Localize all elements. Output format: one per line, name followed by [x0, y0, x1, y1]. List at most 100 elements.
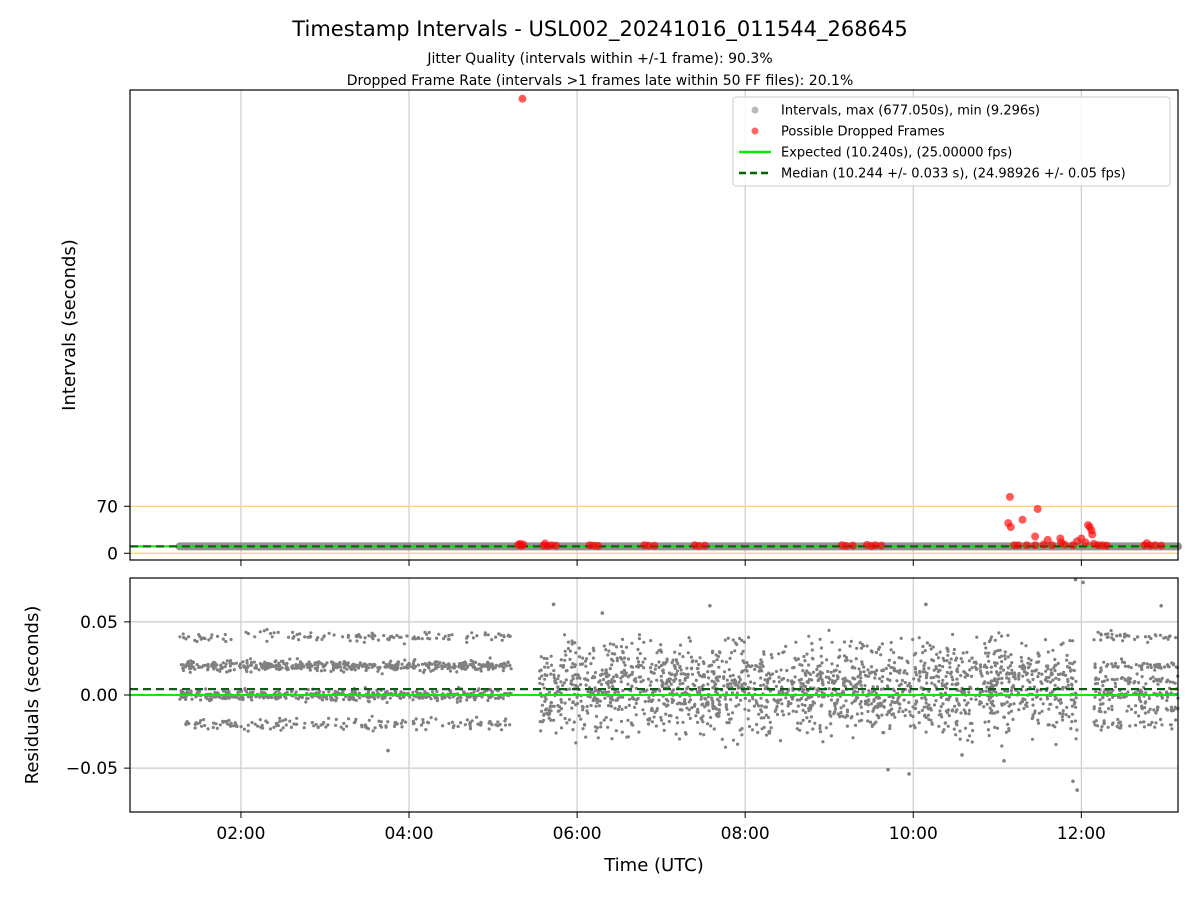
residual-point: [471, 665, 475, 669]
residual-point: [835, 700, 839, 704]
residual-point: [181, 632, 185, 636]
residual-point: [398, 696, 402, 700]
residual-point: [952, 647, 957, 652]
residual-outlier-point: [1002, 759, 1006, 763]
residual-point: [662, 728, 666, 733]
residual-point: [568, 657, 572, 662]
residual-point: [736, 742, 740, 746]
residual-point: [763, 678, 767, 682]
residual-point: [613, 689, 618, 694]
residual-point: [424, 695, 428, 700]
residual-point: [181, 666, 185, 670]
residual-point: [805, 731, 809, 735]
residual-point: [1061, 712, 1065, 716]
residual-point: [1098, 698, 1102, 702]
residual-point: [827, 687, 831, 691]
residual-point: [1100, 725, 1104, 729]
residual-point: [794, 640, 798, 644]
residual-point: [1142, 720, 1146, 724]
residual-point: [604, 715, 608, 720]
residual-point: [740, 638, 744, 643]
residual-point: [629, 721, 634, 725]
residual-point: [1098, 706, 1102, 711]
residual-point: [723, 745, 728, 749]
residual-point: [747, 724, 752, 729]
residual-point: [810, 656, 815, 660]
residual-point: [284, 723, 288, 727]
residual-point: [236, 691, 240, 695]
residual-point: [908, 710, 912, 714]
residual-point: [1102, 719, 1106, 723]
residual-point: [465, 665, 469, 670]
residual-point: [222, 689, 226, 693]
residual-point: [745, 661, 749, 665]
residual-point: [1035, 688, 1039, 692]
residual-point: [376, 666, 380, 670]
residual-point: [301, 664, 305, 668]
residual-point: [626, 718, 630, 723]
residual-point: [661, 671, 666, 675]
residuals-xtick-label: 06:00: [553, 824, 602, 844]
residual-point: [680, 708, 684, 712]
residual-point: [984, 651, 988, 655]
residual-point: [737, 680, 741, 684]
residual-point: [487, 721, 491, 725]
residual-point: [917, 636, 921, 640]
residual-point: [839, 706, 843, 710]
residual-point: [777, 680, 781, 684]
dropped-frame-point: [594, 541, 603, 550]
residual-point: [552, 704, 556, 708]
residual-point: [470, 631, 474, 635]
residual-point: [229, 637, 233, 642]
residual-point: [480, 695, 484, 699]
residual-point: [888, 724, 892, 728]
residual-point: [898, 668, 902, 672]
residual-point: [1107, 698, 1111, 702]
residual-point: [865, 644, 869, 648]
residual-point: [1059, 643, 1063, 647]
residual-point: [696, 671, 701, 675]
residual-point: [354, 717, 358, 721]
residual-point: [815, 667, 819, 672]
residual-point: [1062, 670, 1066, 674]
residual-point: [345, 667, 349, 671]
residual-point: [566, 647, 571, 651]
residual-point: [1144, 691, 1148, 695]
residual-point: [1166, 678, 1170, 682]
residual-point: [895, 679, 899, 683]
residual-point: [813, 721, 817, 725]
residual-point: [258, 630, 262, 634]
residual-point: [694, 659, 698, 663]
residual-point: [437, 662, 442, 666]
residual-point: [801, 718, 805, 723]
residual-point: [619, 680, 623, 684]
residual-point: [490, 723, 494, 727]
dropped-frame-point: [1031, 541, 1040, 550]
residual-point: [418, 669, 422, 673]
residual-point: [574, 651, 578, 655]
residual-point: [1056, 661, 1060, 666]
residual-point: [666, 703, 670, 707]
residual-point: [1009, 688, 1014, 693]
residual-point: [555, 690, 559, 694]
residual-point: [411, 722, 415, 726]
residual-point: [622, 660, 626, 664]
residual-point: [965, 650, 969, 655]
residual-point: [1039, 697, 1043, 701]
residual-point: [1003, 702, 1007, 706]
residual-point: [1026, 661, 1030, 665]
residual-point: [706, 722, 710, 726]
dropped-frame-point: [644, 541, 653, 550]
residual-point: [843, 684, 848, 689]
residual-point: [542, 713, 546, 717]
residual-point: [1031, 697, 1035, 702]
residual-point: [672, 663, 676, 668]
residual-point: [881, 675, 885, 679]
residual-point: [830, 662, 834, 666]
residual-point: [695, 667, 699, 671]
residual-point: [755, 722, 759, 727]
residual-point: [589, 703, 593, 708]
residual-point: [549, 654, 553, 658]
residual-point: [279, 659, 284, 663]
residual-point: [718, 651, 722, 655]
